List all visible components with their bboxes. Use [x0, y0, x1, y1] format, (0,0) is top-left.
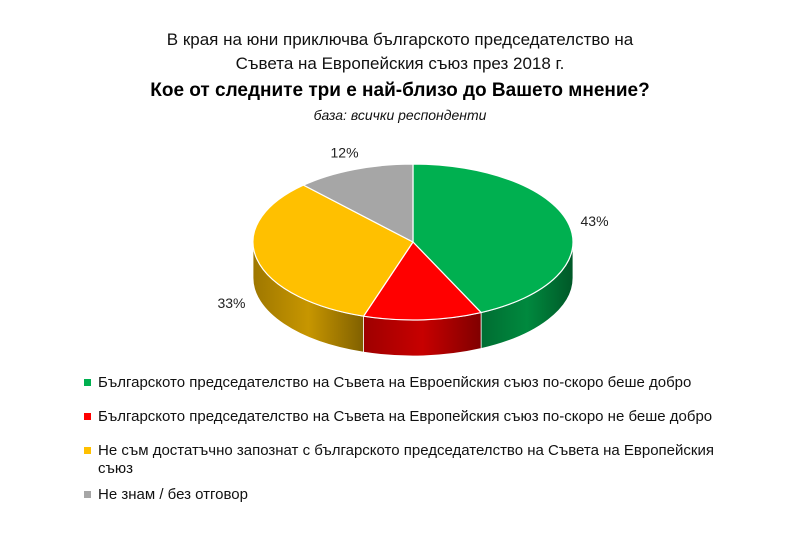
- chart-base-note: база: всички респонденти: [313, 107, 487, 123]
- legend-label-good: Българското председателство на Съвета на…: [98, 374, 692, 391]
- chart-legend: Българското председателство на Съвета на…: [84, 374, 744, 504]
- legend-swatch-good: [84, 379, 91, 386]
- legend-label-not-familiar: Не съм достатъчно запознат с българското…: [98, 442, 714, 477]
- data-label-not-familiar: 33%: [217, 295, 245, 311]
- pie-slice-not-familiar: [252, 184, 414, 317]
- pie-chart: 43%12%33%12%: [217, 145, 609, 370]
- legend-item-dont-know: Не знам / без отговор: [84, 486, 744, 504]
- legend-swatch-dont-know: [84, 491, 91, 498]
- pie-slice-not-good: [362, 241, 482, 321]
- pie-slice-dont-know: [302, 163, 414, 243]
- legend-item-not-good: Българското председателство на Съвета на…: [84, 408, 744, 426]
- data-label-dont-know: 12%: [331, 145, 359, 161]
- legend-label-not-good: Българското председателство на Съвета на…: [98, 408, 713, 425]
- pie-slice-good: [412, 163, 574, 314]
- legend-swatch-not-good: [84, 413, 91, 420]
- chart-title-block: В края на юни приключва българското пред…: [0, 28, 800, 125]
- chart-title-line-1: В края на юни приключва българското пред…: [166, 30, 634, 49]
- legend-item-good: Българското председателство на Съвета на…: [84, 374, 744, 392]
- legend-item-not-familiar: Не съм достатъчно запознат с българското…: [84, 442, 744, 478]
- legend-label-dont-know: Не знам / без отговор: [98, 486, 248, 503]
- chart-question: Кое от следните три е най-близо до Вашет…: [150, 80, 650, 101]
- chart-title-line-2: Съвета на Европейския съюз през 2018 г.: [235, 54, 565, 73]
- data-label-good: 43%: [581, 213, 609, 229]
- legend-swatch-not-familiar: [84, 447, 91, 454]
